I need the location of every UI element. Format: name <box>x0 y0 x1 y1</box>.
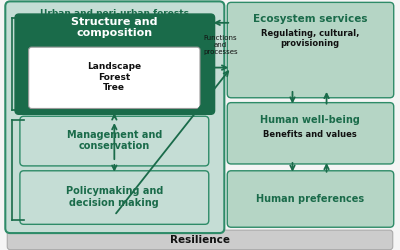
Text: Urban and peri-urban forests: Urban and peri-urban forests <box>40 8 189 18</box>
FancyBboxPatch shape <box>20 171 209 224</box>
FancyBboxPatch shape <box>15 14 215 114</box>
Text: Policymaking and
decision making: Policymaking and decision making <box>66 186 163 208</box>
Text: Structure and
composition: Structure and composition <box>71 17 158 38</box>
Text: Ecosystem services: Ecosystem services <box>253 14 367 24</box>
Text: Human preferences: Human preferences <box>256 194 364 204</box>
FancyBboxPatch shape <box>227 103 394 164</box>
FancyBboxPatch shape <box>20 116 209 166</box>
Text: Management and
conservation: Management and conservation <box>67 130 162 152</box>
Text: Benefits and values: Benefits and values <box>263 130 357 139</box>
Text: Functions
and
processes: Functions and processes <box>203 35 238 55</box>
Text: Resilience: Resilience <box>170 235 230 245</box>
FancyBboxPatch shape <box>7 230 393 250</box>
FancyBboxPatch shape <box>227 171 394 227</box>
FancyBboxPatch shape <box>227 2 394 98</box>
FancyBboxPatch shape <box>29 47 200 108</box>
Text: Human well-being: Human well-being <box>260 115 360 125</box>
Text: Landscape
Forest
Tree: Landscape Forest Tree <box>87 62 141 92</box>
FancyBboxPatch shape <box>5 2 224 233</box>
Text: Regulating, cultural,
provisioning: Regulating, cultural, provisioning <box>261 29 359 48</box>
